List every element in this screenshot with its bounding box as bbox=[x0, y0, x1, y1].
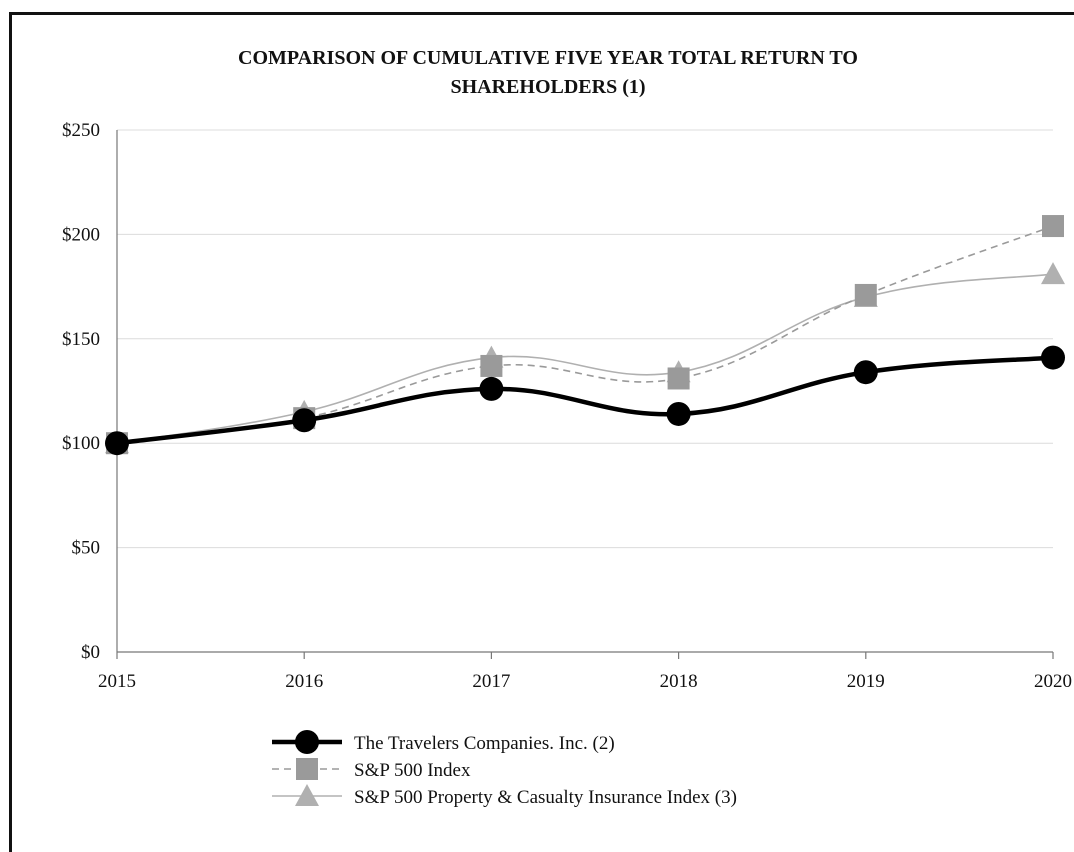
gridlines bbox=[117, 129, 1053, 549]
series-line-1 bbox=[116, 355, 1054, 446]
series-line-3 bbox=[116, 273, 1054, 444]
y-tick-label: $0 bbox=[81, 642, 100, 663]
data-point-series-2 bbox=[667, 367, 690, 390]
data-point-series-1 bbox=[666, 401, 691, 426]
legend-marker-3 bbox=[295, 784, 319, 806]
x-tick-label: 2020 bbox=[1034, 671, 1072, 692]
series-group bbox=[105, 215, 1065, 456]
data-point-series-1 bbox=[105, 431, 129, 456]
data-point-series-2 bbox=[480, 354, 503, 377]
y-tick-label: $250 bbox=[62, 120, 100, 141]
x-tick-label: 2016 bbox=[285, 671, 323, 692]
y-tick-label: $100 bbox=[62, 433, 100, 454]
x-tick-label: 2017 bbox=[472, 671, 510, 692]
data-point-series-1 bbox=[292, 408, 317, 433]
data-point-series-3 bbox=[1041, 262, 1065, 285]
data-point-series-1 bbox=[853, 360, 878, 385]
data-point-series-1 bbox=[479, 376, 504, 401]
data-point-series-2 bbox=[1042, 215, 1064, 238]
legend-marker-2 bbox=[296, 758, 318, 780]
chart-frame bbox=[9, 12, 1074, 852]
legend-label-3: S&P 500 Property & Casualty Insurance In… bbox=[354, 787, 737, 808]
axes: $0 $50 $100 $150 $200 $250 2015 2016 2017 2018 201… bbox=[62, 120, 1072, 692]
x-tick-label: 2018 bbox=[660, 671, 698, 692]
series-line-2 bbox=[116, 225, 1054, 444]
y-tick-label: $50 bbox=[72, 538, 101, 559]
chart-title-line-2: SHAREHOLDERS (1) bbox=[450, 76, 645, 98]
legend: The Travelers Companies. Inc. (2) S&P 500… bbox=[272, 730, 737, 808]
x-tick-label: 2015 bbox=[98, 671, 136, 692]
x-tick-label: 2019 bbox=[847, 671, 885, 692]
chart-title-line-1: COMPARISON OF CUMULATIVE FIVE YEAR TOTAL… bbox=[238, 47, 858, 69]
legend-label-1: The Travelers Companies. Inc. (2) bbox=[354, 733, 615, 754]
legend-label-2: S&P 500 Index bbox=[354, 760, 471, 781]
data-point-series-2 bbox=[854, 283, 877, 306]
legend-marker-1 bbox=[295, 730, 319, 754]
y-tick-label: $200 bbox=[62, 224, 100, 245]
data-point-series-1 bbox=[1041, 345, 1065, 370]
y-tick-label: $150 bbox=[62, 329, 100, 350]
